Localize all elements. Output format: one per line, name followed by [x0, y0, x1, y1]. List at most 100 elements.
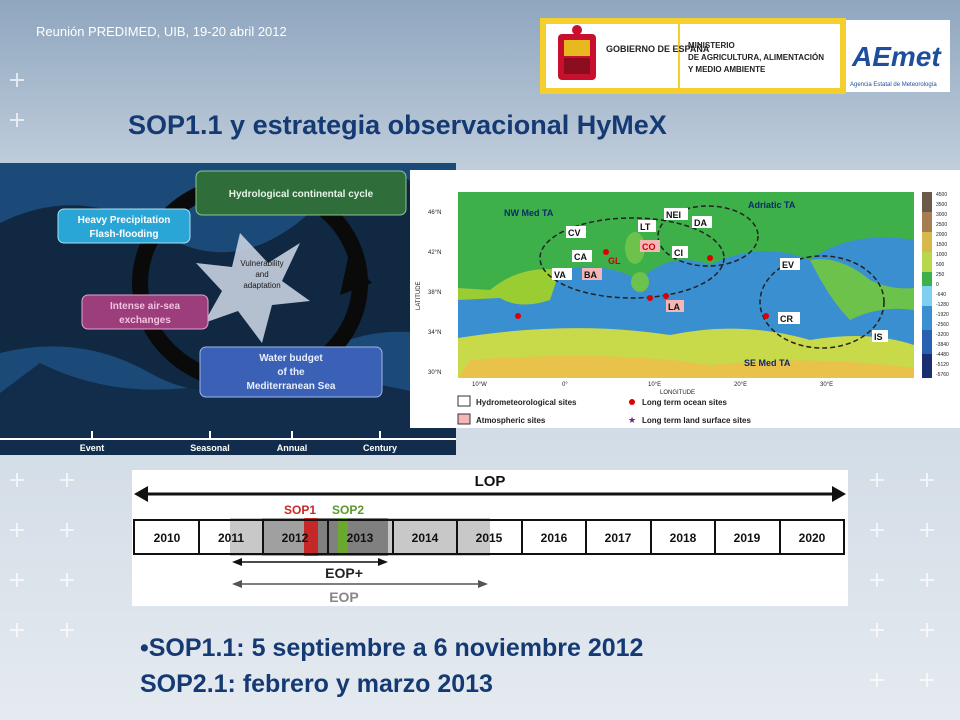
year-2016: 2016: [541, 531, 568, 545]
header-text: Reunión PREDIMED, UIB, 19-20 abril 2012: [36, 24, 287, 39]
scale-annual: Annual: [277, 443, 308, 453]
box-water-budget-1: Water budget: [259, 353, 323, 364]
region-nw-med: NW Med TA: [504, 208, 554, 218]
aemet-wordmark: AEmet: [851, 41, 942, 72]
box-water-budget-3: Mediterranean Sea: [247, 381, 336, 392]
star-icon: ★: [628, 415, 636, 425]
box-heavy-precip-2: Flash-flooding: [90, 229, 159, 240]
hymex-sites-map: NW Med TA Adriatic TA SE Med TA CV CA VA…: [410, 170, 960, 428]
scale-century: Century: [363, 443, 397, 453]
box-heavy-precip-1: Heavy Precipitation: [78, 215, 171, 226]
year-2015: 2015: [476, 531, 503, 545]
aemet-logo: AEmet Agencia Estatal de Meteorología: [846, 20, 950, 92]
legend-land-sites: Long term land surface sites: [642, 416, 751, 425]
cb-6: 1000: [936, 252, 947, 258]
ministerio-line3: Y MEDIO AMBIENTE: [688, 65, 766, 74]
lat-tick-46: 46°N: [428, 210, 441, 216]
year-2018: 2018: [670, 531, 697, 545]
cb-1: 3500: [936, 202, 947, 208]
sop1-label: SOP1: [284, 503, 316, 517]
lat-tick-34: 34°N: [428, 330, 441, 336]
year-2019: 2019: [734, 531, 761, 545]
year-2017: 2017: [605, 531, 632, 545]
map-ylabel: LATITUDE: [416, 281, 422, 310]
year-2013: 2013: [347, 531, 374, 545]
sop2-label: SOP2: [332, 503, 364, 517]
ministerio-line1: MINISTERIO: [688, 41, 735, 50]
bullet-list: •SOP1.1: 5 septiembre a 6 noviembre 2012…: [140, 630, 643, 702]
year-2014: 2014: [412, 531, 439, 545]
box-water-budget-2: of the: [277, 367, 305, 378]
site-ba: BA: [584, 270, 597, 280]
bullet-sop2: SOP2.1: febrero y marzo 2013: [140, 670, 493, 698]
lop-label: LOP: [475, 473, 506, 490]
lon-tick-20e: 20°E: [734, 382, 747, 388]
legend-hydromet: Hydrometeorological sites: [476, 398, 577, 407]
cb-0: 4500: [936, 192, 947, 198]
map-xlabel: LONGITUDE: [660, 390, 695, 396]
lon-tick-10w: 10°W: [472, 382, 487, 388]
lat-tick-30: 30°N: [428, 370, 441, 376]
legend-atmospheric: Atmospheric sites: [476, 416, 546, 425]
cb-7: 500: [936, 262, 945, 268]
year-2011: 2011: [218, 531, 244, 545]
region-se-med: SE Med TA: [744, 358, 791, 368]
hymex-timeline: LOP SOP1 SOP2 2010 2011 2012 2013 2014 2…: [132, 470, 848, 606]
site-nei: NEI: [666, 210, 681, 220]
year-2020: 2020: [799, 531, 826, 545]
lon-tick-30e: 30°E: [820, 382, 833, 388]
lat-tick-42: 42°N: [428, 250, 441, 256]
cb-11: -1280: [936, 302, 949, 308]
site-la: LA: [668, 302, 680, 312]
cb-8: 250: [936, 272, 945, 278]
cb-12: -1920: [936, 312, 949, 318]
cb-13: -2560: [936, 322, 949, 328]
region-adriatic: Adriatic TA: [748, 200, 796, 210]
scale-event: Event: [80, 443, 105, 453]
center-label-1: Vulnerability: [240, 259, 283, 268]
cb-4: 2000: [936, 232, 947, 238]
site-ev: EV: [782, 260, 794, 270]
site-ca: CA: [574, 252, 587, 262]
year-2012: 2012: [282, 531, 309, 545]
cb-10: -640: [936, 292, 946, 298]
legend-ocean-sites: Long term ocean sites: [642, 398, 727, 407]
eop-label: EOP: [329, 589, 359, 605]
site-is: IS: [874, 332, 883, 342]
scale-seasonal: Seasonal: [190, 443, 230, 453]
site-da: DA: [694, 218, 707, 228]
slide-title: SOP1.1 y estrategia observacional HyMeX: [128, 110, 667, 140]
site-ci: CI: [674, 248, 683, 258]
center-label-3: adaptation: [243, 281, 280, 290]
aemet-subtitle: Agencia Estatal de Meteorología: [850, 82, 937, 88]
gobierno-text: GOBIERNO DE ESPAÑA: [606, 44, 710, 54]
cb-16: -4480: [936, 352, 949, 358]
site-gl: GL: [608, 256, 621, 266]
cb-9: 0: [936, 282, 939, 288]
box-hydrological-cycle: Hydrological continental cycle: [229, 189, 374, 200]
ministerio-line2: DE AGRICULTURA, ALIMENTACIÓN: [688, 53, 824, 62]
site-cv: CV: [568, 228, 581, 238]
site-va: VA: [554, 270, 566, 280]
cb-18: -5760: [936, 372, 949, 378]
hymex-cycle-diagram: Vulnerability and adaptation Hydrologica…: [0, 163, 456, 455]
coat-of-arms-icon: [558, 25, 596, 80]
site-co: CO: [642, 242, 656, 252]
lon-tick-0: 0°: [562, 382, 568, 388]
map-colorbar: [922, 192, 932, 378]
cb-2: 3000: [936, 212, 947, 218]
cb-15: -3840: [936, 342, 949, 348]
center-label-2: and: [255, 270, 268, 279]
bullet-sop1: •SOP1.1: 5 septiembre a 6 noviembre 2012: [140, 634, 644, 662]
lat-tick-38: 38°N: [428, 290, 441, 296]
site-cr: CR: [780, 314, 793, 324]
year-2010: 2010: [154, 531, 181, 545]
box-air-sea-2: exchanges: [119, 315, 171, 326]
box-air-sea-1: Intense air-sea: [110, 301, 180, 312]
cb-5: 1500: [936, 242, 947, 248]
gobierno-logo: GOBIERNO DE ESPAÑA MINISTERIO DE AGRICUL…: [540, 18, 846, 94]
lon-tick-10e: 10°E: [648, 382, 661, 388]
eop-plus-label: EOP+: [325, 565, 363, 581]
site-lt: LT: [640, 222, 651, 232]
cb-3: 2500: [936, 222, 947, 228]
